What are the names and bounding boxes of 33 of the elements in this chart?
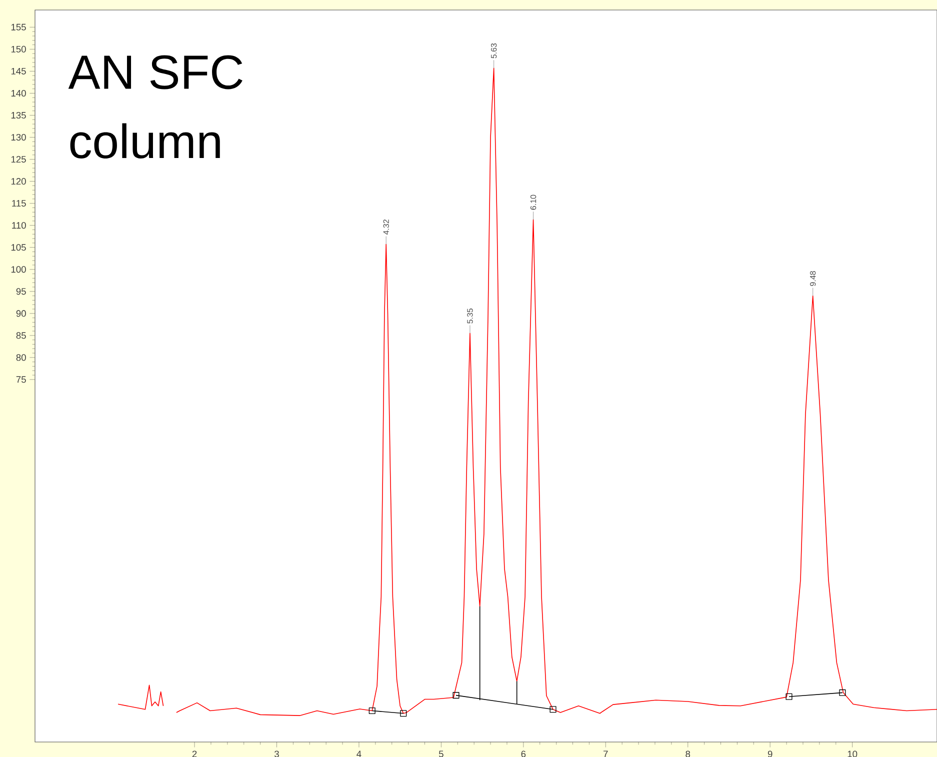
annotation: 6.10 — [530, 194, 536, 210]
annotation: 5.35 — [467, 308, 473, 324]
y-tick-label: 155 — [11, 24, 26, 30]
y-tick-label: 110 — [12, 222, 26, 229]
y-tick-label: 145 — [11, 68, 26, 74]
annotation: 9.48 — [810, 271, 816, 286]
x-tick-label: 8 — [686, 750, 690, 757]
x-tick-label: 9 — [768, 750, 772, 757]
x-tick-label: 6 — [521, 750, 526, 757]
x-tick-label: 3 — [274, 750, 279, 757]
y-tick-label: 130 — [11, 134, 26, 141]
x-tick-label: 5 — [438, 750, 444, 757]
y-tick-label: 135 — [11, 112, 26, 119]
annotation: 5.63 — [490, 43, 497, 58]
annotation: AN SFC — [68, 55, 242, 90]
y-tick-label: 150 — [11, 46, 26, 52]
y-tick-label: 95 — [16, 288, 26, 295]
x-tick-label: 4 — [356, 750, 362, 757]
y-tick-label: 90 — [16, 310, 26, 317]
y-tick-label: 105 — [11, 244, 26, 251]
annotation: column — [70, 123, 220, 158]
y-tick-label: 115 — [12, 200, 26, 207]
y-tick-label: 140 — [11, 90, 26, 97]
x-tick-label: 7 — [604, 750, 608, 757]
annotation: 4.32 — [383, 220, 389, 235]
y-tick-label: 85 — [16, 332, 26, 339]
x-tick-label: 10 — [848, 750, 858, 757]
y-tick-label: 100 — [11, 266, 26, 273]
x-tick-label: 2 — [192, 750, 197, 757]
y-tick-label: 120 — [11, 178, 26, 185]
y-tick-label: 80 — [16, 354, 26, 361]
y-tick-label: 125 — [11, 156, 26, 163]
y-tick-label: 75 — [16, 376, 26, 383]
